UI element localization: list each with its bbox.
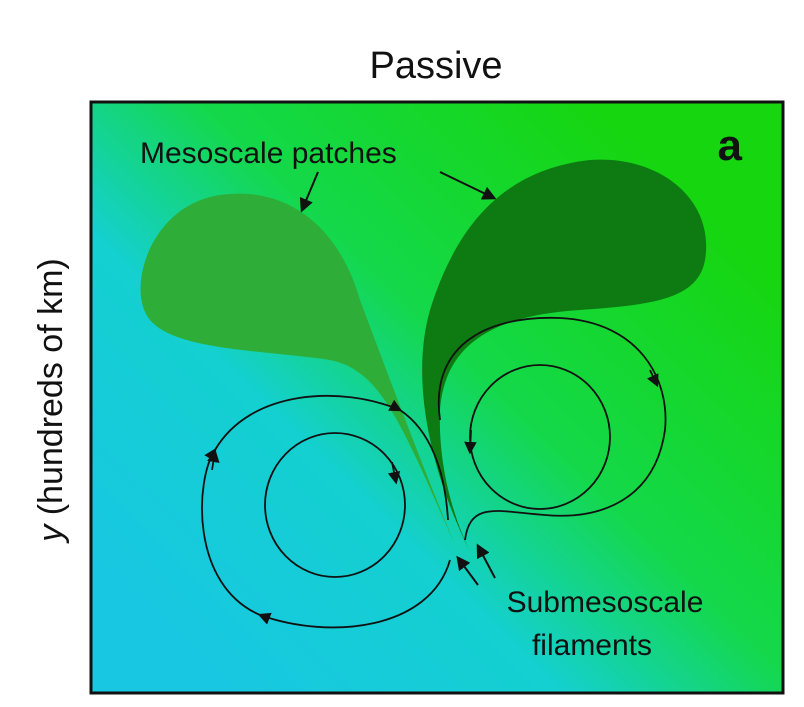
y-variable: y	[32, 523, 70, 544]
y-unit: (hundreds of km)	[32, 258, 70, 515]
title: Passive	[369, 45, 502, 87]
annotation: Submesoscale	[507, 586, 704, 619]
diagram: Passive y (hundreds of km) Mesoscale pat…	[0, 0, 804, 707]
eddy-arrow	[470, 430, 471, 452]
y-axis-label: y (hundreds of km)	[32, 258, 70, 543]
annotation: filaments	[532, 629, 652, 662]
panel-label: a	[718, 121, 743, 170]
page: Passive y (hundreds of km) Mesoscale pat…	[0, 0, 804, 707]
annotation: Mesoscale patches	[140, 137, 397, 170]
